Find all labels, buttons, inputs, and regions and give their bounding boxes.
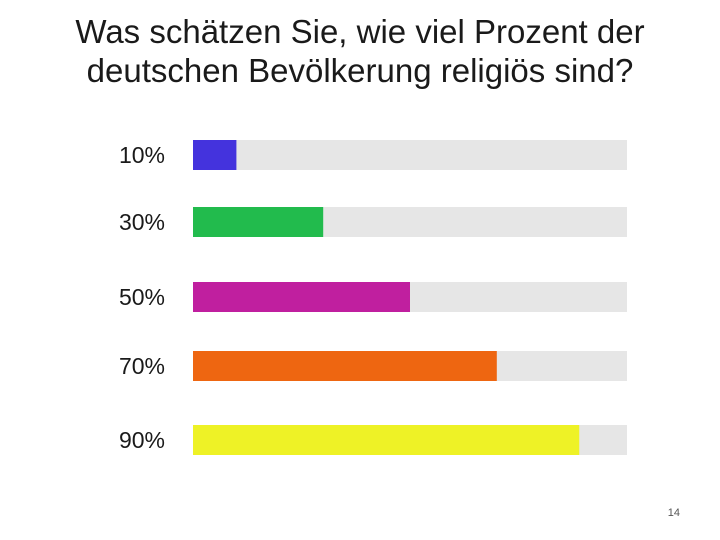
slide-title: Was schätzen Sie, wie viel Prozent der d… (20, 12, 700, 90)
bar-4 (193, 351, 497, 381)
category-label-5: 90% (119, 427, 165, 453)
bar-1 (193, 140, 237, 170)
bar-track-1 (193, 140, 627, 170)
category-label-2: 30% (119, 209, 165, 235)
bar-2 (193, 207, 324, 237)
title-line-1: Was schätzen Sie, wie viel Prozent der (75, 13, 645, 50)
bar-3 (193, 282, 410, 312)
category-label-4: 70% (119, 353, 165, 379)
slide-number: 14 (667, 507, 680, 519)
category-label-3: 50% (119, 284, 165, 310)
bar-5 (193, 425, 580, 455)
title-line-2: deutschen Bevölkerung religiös sind? (86, 52, 634, 89)
category-label-1: 10% (119, 142, 165, 168)
